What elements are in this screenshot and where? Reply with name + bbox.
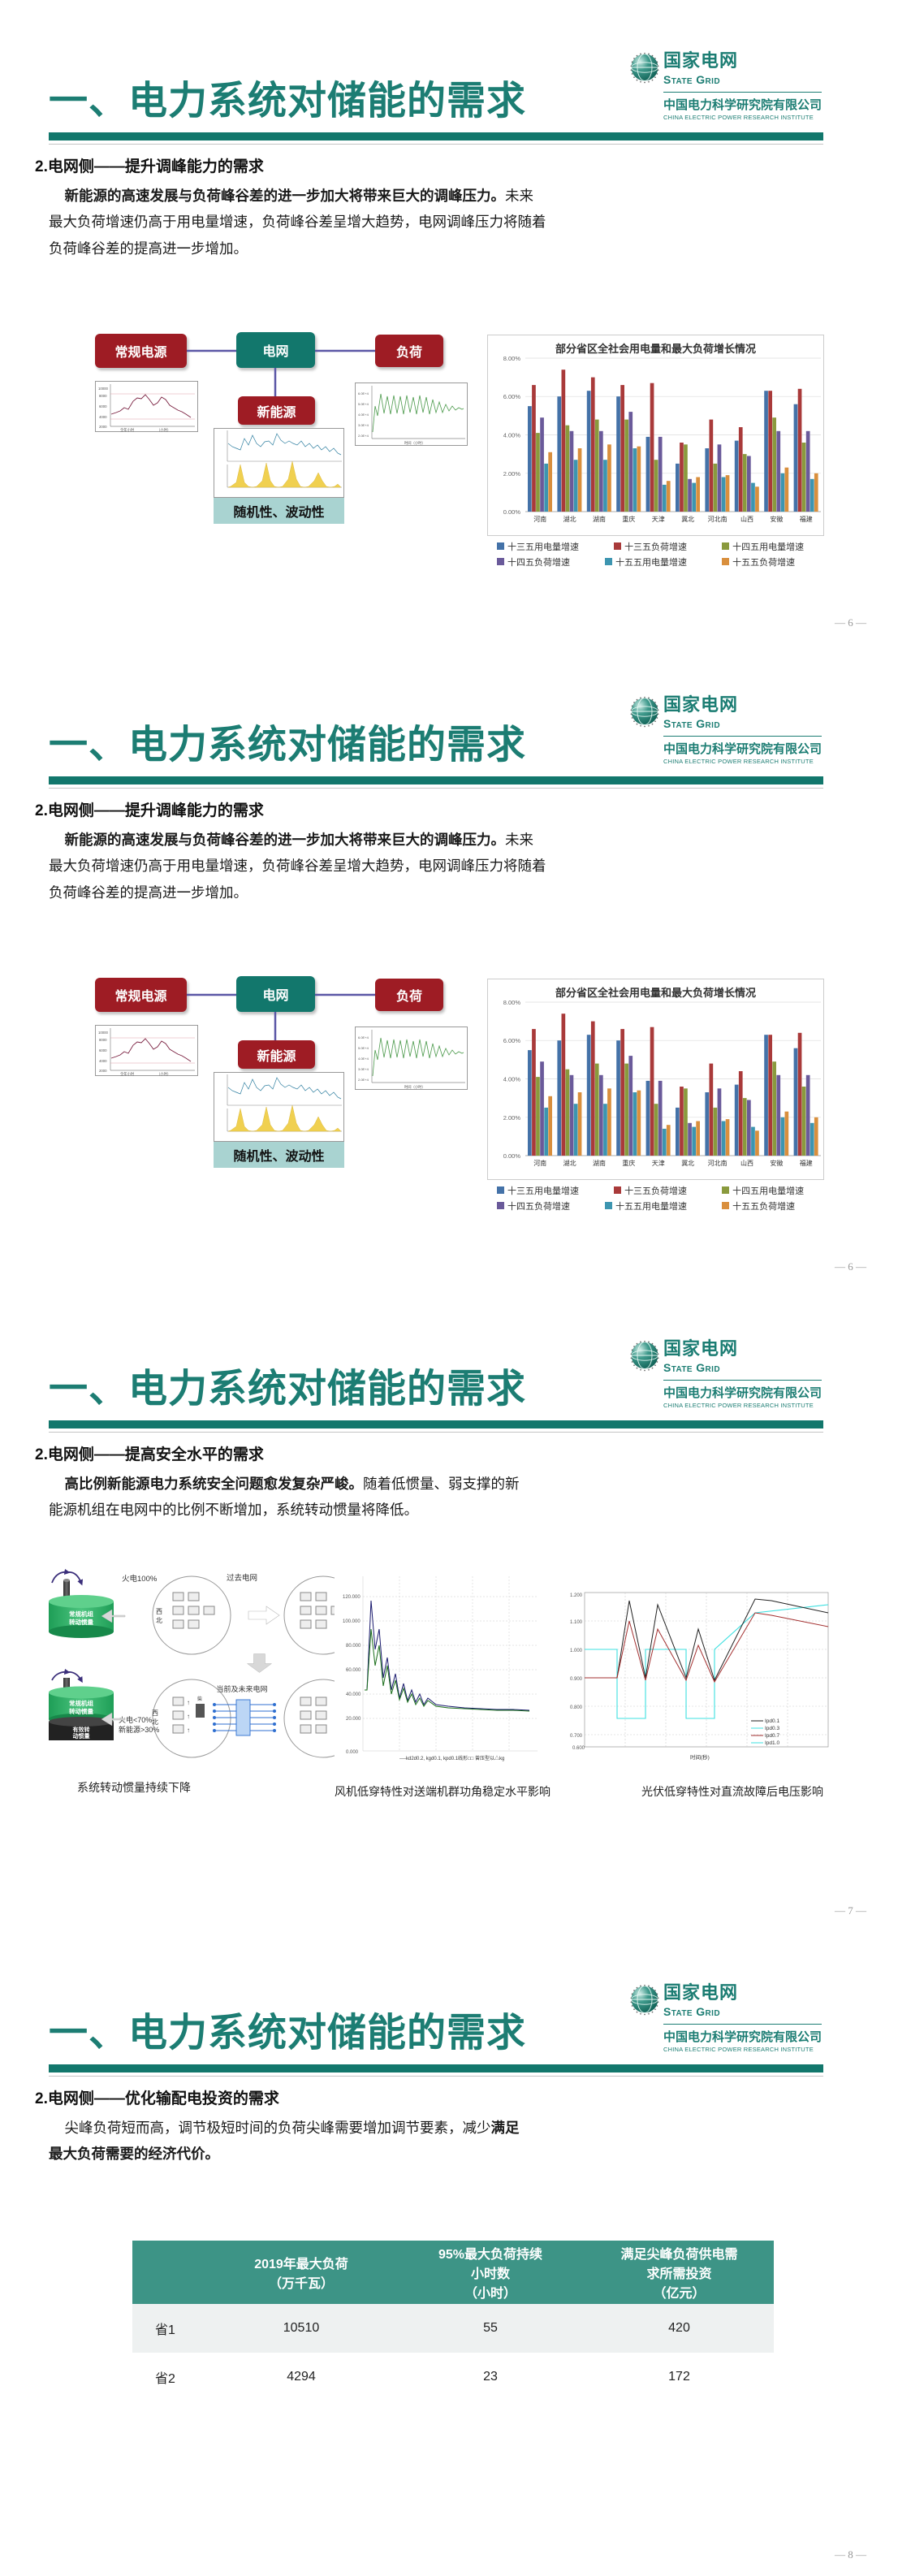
svg-text:1.000: 1.000 xyxy=(570,1649,583,1653)
svg-text:8000: 8000 xyxy=(99,1038,107,1042)
svg-text:0.600: 0.600 xyxy=(572,1746,585,1751)
svg-text:40.000: 40.000 xyxy=(346,1692,361,1697)
svg-text:动惯量: 动惯量 xyxy=(73,1732,90,1740)
svg-text:Ipd0.3: Ipd0.3 xyxy=(765,1726,779,1731)
svg-text:2.00%: 2.00% xyxy=(503,1114,521,1122)
svg-text:转动惯量: 转动惯量 xyxy=(69,1707,93,1715)
svg-text:全年小时: 全年小时 xyxy=(120,427,135,433)
svg-text:湖南: 湖南 xyxy=(593,1159,606,1167)
svg-text:安徽: 安徽 xyxy=(770,1159,783,1167)
svg-text:3.0E+4: 3.0E+4 xyxy=(358,1067,369,1071)
svg-text:4000: 4000 xyxy=(99,1059,107,1063)
svg-text:10000: 10000 xyxy=(98,387,109,391)
svg-text:西: 西 xyxy=(156,1608,162,1615)
svg-text:5.0E+4: 5.0E+4 xyxy=(358,1046,369,1050)
svg-text:重庆: 重庆 xyxy=(622,1159,635,1167)
svg-text:河南: 河南 xyxy=(533,515,546,523)
svg-text:2000: 2000 xyxy=(99,425,107,429)
svg-text:0.000: 0.000 xyxy=(346,1750,359,1755)
svg-text:河北南: 河北南 xyxy=(708,515,728,523)
svg-text:福建: 福建 xyxy=(800,515,813,523)
svg-text:Ipd0.1: Ipd0.1 xyxy=(765,1718,779,1724)
svg-text:0.800: 0.800 xyxy=(570,1705,583,1710)
svg-text:有效转: 有效转 xyxy=(73,1726,90,1733)
svg-text:8000: 8000 xyxy=(99,394,107,398)
svg-text:4.0E+4: 4.0E+4 xyxy=(358,413,369,417)
svg-text:1.100: 1.100 xyxy=(570,1620,583,1625)
svg-text:4.00%: 4.00% xyxy=(503,432,521,439)
svg-text:0.700: 0.700 xyxy=(570,1734,583,1739)
svg-text:4000: 4000 xyxy=(99,415,107,419)
svg-text:60.000: 60.000 xyxy=(346,1668,361,1673)
svg-text:天津: 天津 xyxy=(652,515,665,523)
svg-text:100.000: 100.000 xyxy=(343,1619,361,1624)
svg-text:0.900: 0.900 xyxy=(570,1677,583,1682)
svg-text:6.0E+4: 6.0E+4 xyxy=(358,1035,369,1039)
svg-text:1.200: 1.200 xyxy=(570,1593,583,1598)
svg-text:0.00%: 0.00% xyxy=(503,508,521,516)
svg-text:6000: 6000 xyxy=(99,1048,107,1052)
svg-text:北: 北 xyxy=(152,1718,158,1726)
svg-text:河北南: 河北南 xyxy=(708,1159,728,1167)
svg-text:时间(秒): 时间(秒) xyxy=(690,1753,710,1761)
svg-text:Ipd0.7: Ipd0.7 xyxy=(765,1733,779,1739)
svg-text:山西: 山西 xyxy=(740,515,753,523)
svg-text:120.000: 120.000 xyxy=(343,1595,361,1600)
svg-text:6.00%: 6.00% xyxy=(503,1037,521,1044)
svg-text:0.00%: 0.00% xyxy=(503,1152,521,1160)
svg-text:8.00%: 8.00% xyxy=(503,999,521,1006)
svg-text:福建: 福建 xyxy=(800,1159,813,1167)
svg-text:北: 北 xyxy=(156,1617,162,1624)
svg-text:80.000: 80.000 xyxy=(346,1644,361,1649)
svg-text:天津: 天津 xyxy=(652,1159,665,1167)
svg-text:5.0E+4: 5.0E+4 xyxy=(358,402,369,406)
svg-text:常规机组: 常规机组 xyxy=(69,1699,93,1707)
svg-text:8.00%: 8.00% xyxy=(503,355,521,362)
svg-text:冀北: 冀北 xyxy=(681,515,694,523)
svg-text:湖北: 湖北 xyxy=(563,516,576,523)
svg-text:6.00%: 6.00% xyxy=(503,393,521,400)
svg-text:↑: ↑ xyxy=(187,1727,190,1734)
svg-text:河南: 河南 xyxy=(533,1159,546,1167)
svg-text:6000: 6000 xyxy=(99,404,107,408)
svg-text:2.00%: 2.00% xyxy=(503,470,521,478)
svg-text:10000: 10000 xyxy=(98,1031,109,1035)
svg-text:火电100%: 火电100% xyxy=(122,1574,158,1584)
svg-text:湖北: 湖北 xyxy=(563,1160,576,1167)
svg-text:重庆: 重庆 xyxy=(622,515,635,523)
svg-text:西: 西 xyxy=(152,1709,158,1717)
svg-text:2.0E+4: 2.0E+4 xyxy=(358,434,369,438)
svg-text:冀北: 冀北 xyxy=(681,1159,694,1167)
svg-text:过去电网: 过去电网 xyxy=(227,1573,257,1583)
svg-text:Ipd1.0: Ipd1.0 xyxy=(765,1740,779,1746)
svg-text:转动惯量: 转动惯量 xyxy=(69,1618,93,1626)
svg-text:2000: 2000 xyxy=(99,1069,107,1073)
svg-text:2.0E+4: 2.0E+4 xyxy=(358,1078,369,1082)
svg-text:时间（小时）: 时间（小时） xyxy=(404,1084,425,1090)
svg-text:4.0E+4: 4.0E+4 xyxy=(358,1057,369,1061)
svg-text:山西: 山西 xyxy=(740,1159,753,1167)
svg-text:当前及未来电网: 当前及未来电网 xyxy=(216,1684,267,1693)
svg-text:（小时）: （小时） xyxy=(157,1071,171,1077)
svg-text:6.0E+4: 6.0E+4 xyxy=(358,391,369,395)
svg-text:常规机组: 常规机组 xyxy=(69,1610,93,1618)
svg-text:时间（小时）: 时间（小时） xyxy=(404,440,425,446)
svg-text:全年小时: 全年小时 xyxy=(120,1071,135,1077)
svg-text:3.0E+4: 3.0E+4 xyxy=(358,423,369,427)
svg-text:20.000: 20.000 xyxy=(346,1717,361,1722)
svg-text:（小时）: （小时） xyxy=(157,427,171,433)
svg-text:↑: ↑ xyxy=(187,1713,190,1720)
svg-text:湖南: 湖南 xyxy=(593,515,606,523)
svg-text:安徽: 安徽 xyxy=(770,515,783,523)
svg-text:柴: 柴 xyxy=(197,1696,202,1702)
svg-text:4.00%: 4.00% xyxy=(503,1076,521,1083)
svg-text:----kd2d0.2, kgd0.1, kpd0.1线形□: ----kd2d0.2, kgd0.1, kpd0.1线形□□ 曾压型以△kg xyxy=(399,1755,504,1761)
svg-text:↑: ↑ xyxy=(187,1699,190,1706)
